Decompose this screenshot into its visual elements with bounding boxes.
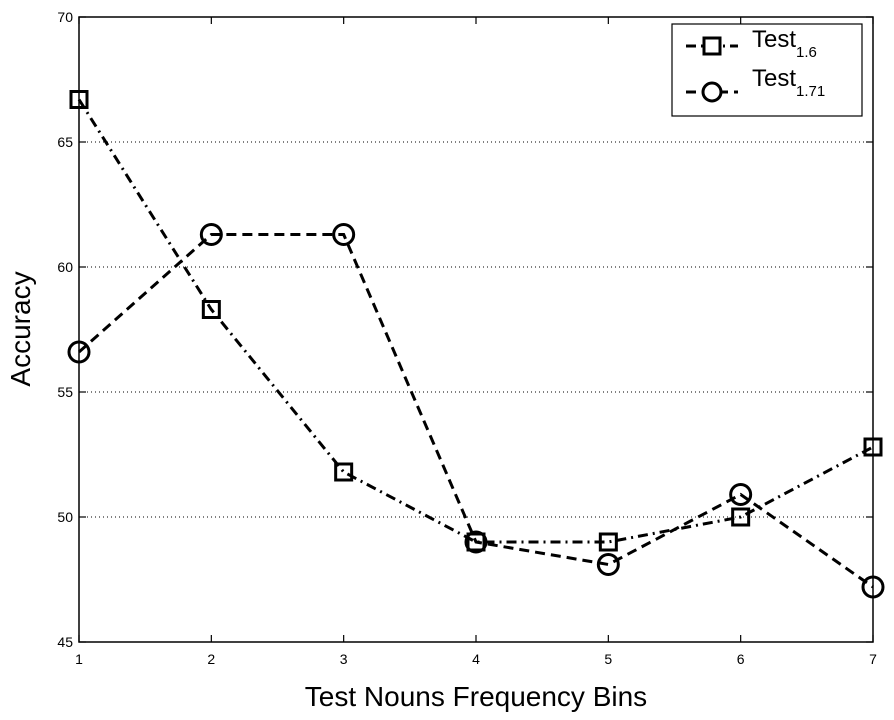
series-2-point	[199, 223, 223, 246]
y-tick-label: 50	[57, 509, 73, 525]
x-tick-label: 4	[472, 651, 480, 667]
series-1-point	[598, 532, 618, 552]
series-1-line	[77, 98, 874, 544]
x-tick-label: 6	[737, 651, 745, 667]
series-1-point	[466, 532, 486, 552]
x-tick-label: 5	[604, 651, 612, 667]
legend-circle-marker	[701, 81, 723, 103]
series-2-point	[729, 483, 753, 506]
x-axis-title: Test Nouns Frequency Bins	[305, 681, 647, 712]
x-tick-label: 7	[869, 651, 877, 667]
series-2-point	[332, 223, 356, 246]
y-tick-label: 55	[57, 384, 73, 400]
series-2	[67, 223, 885, 599]
legend-entry-series-1: Test1.6	[686, 26, 817, 61]
y-tick-label: 70	[57, 9, 73, 25]
y-tick-label: 65	[57, 134, 73, 150]
legend-entry-series-2: Test1.71	[686, 65, 825, 103]
series-1	[69, 90, 883, 552]
y-tick-label: 60	[57, 259, 73, 275]
y-axis-title: Accuracy	[5, 271, 36, 386]
series-2-point	[596, 553, 620, 576]
series-1-point	[731, 507, 751, 527]
x-tick-label: 1	[75, 651, 83, 667]
grid-lines	[79, 141, 873, 518]
series-1-point	[201, 300, 221, 319]
series-layer	[67, 90, 885, 599]
series-1-point	[334, 462, 354, 482]
x-tick-label: 3	[340, 651, 348, 667]
series-2-point	[464, 530, 488, 554]
legend-label-series-2: Test1.71	[752, 65, 825, 100]
y-tick-label: 45	[57, 634, 73, 650]
x-tick-label: 2	[207, 651, 215, 667]
series-2-line	[78, 233, 874, 589]
legend-label-series-1: Test1.6	[752, 26, 817, 61]
legend-square-marker	[702, 36, 722, 56]
legend: Test1.6 Test1.71	[671, 23, 863, 117]
